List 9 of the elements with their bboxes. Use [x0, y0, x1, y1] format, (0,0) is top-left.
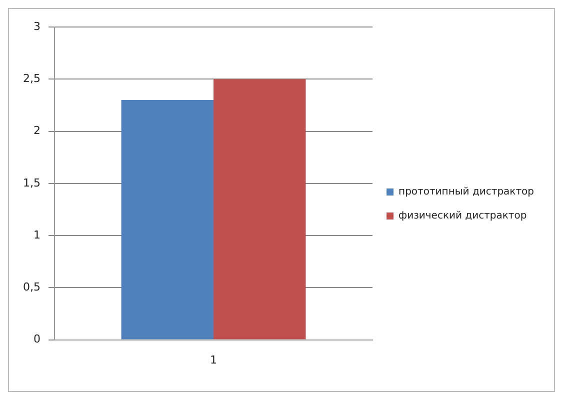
y-tick-label: 3 [33, 20, 40, 33]
y-tick-label: 0 [33, 332, 40, 346]
y-tick-label: 1,5 [22, 176, 40, 190]
legend-label: прототипный дистрактор [398, 186, 534, 198]
y-tick-label: 2 [33, 124, 40, 138]
legend-label: физический дистрактор [398, 210, 527, 222]
y-tick-label: 0,5 [22, 280, 40, 294]
y-tick-label: 1 [33, 228, 40, 242]
y-tick-label: 2,5 [22, 72, 40, 85]
